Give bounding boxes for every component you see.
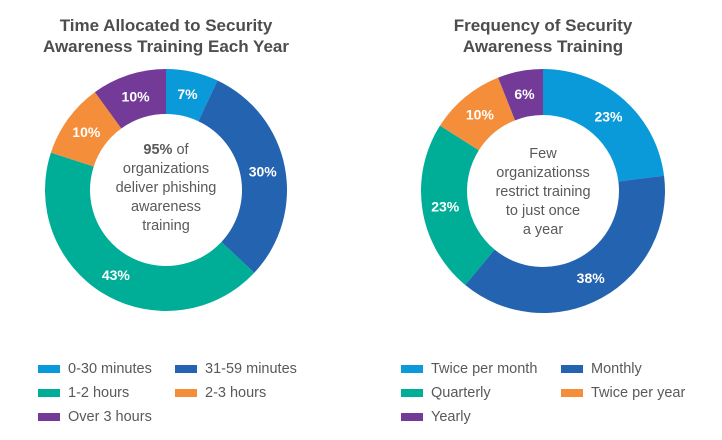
donut-slice bbox=[94, 69, 166, 129]
donut-slice bbox=[543, 69, 665, 182]
center-line: a year bbox=[522, 222, 564, 238]
legend-label: 1-2 hours bbox=[68, 385, 130, 401]
legend-swatch bbox=[401, 389, 423, 397]
chart1-title: Time Allocated to Security Awareness Tra… bbox=[16, 15, 316, 57]
donut-slice bbox=[421, 125, 495, 286]
center-line: organizations bbox=[122, 161, 210, 177]
slice-label: 43% bbox=[102, 267, 131, 283]
slice-label: 6% bbox=[514, 86, 535, 102]
chart2-title: Frequency of Security Awareness Training bbox=[393, 15, 693, 57]
center-line: of bbox=[172, 142, 189, 158]
legend-item: Over 3 hours bbox=[38, 409, 152, 425]
slice-label: 10% bbox=[466, 107, 495, 123]
slice-label: 38% bbox=[577, 270, 606, 286]
donut-slice bbox=[198, 80, 287, 273]
center-line: deliver phishing bbox=[115, 180, 217, 196]
donut-slice bbox=[166, 69, 218, 122]
donut-slice bbox=[465, 175, 665, 314]
chart1-title-line: Time Allocated to Security bbox=[59, 16, 273, 35]
legend-item: Twice per month bbox=[401, 361, 537, 377]
legend-swatch bbox=[38, 413, 60, 421]
donut-slice bbox=[50, 92, 122, 167]
slice-label: 10% bbox=[72, 124, 101, 140]
legend-swatch bbox=[401, 413, 423, 421]
donut-slice bbox=[439, 77, 516, 151]
legend-label: Quarterly bbox=[431, 385, 491, 401]
legend-item: Twice per year bbox=[561, 385, 685, 401]
slice-label: 23% bbox=[431, 198, 460, 214]
center-line: Few bbox=[529, 146, 557, 162]
legend-item: 2-3 hours bbox=[175, 385, 266, 401]
center-line: awareness bbox=[130, 199, 202, 215]
legend-item: Monthly bbox=[561, 361, 642, 377]
legend-label: 0-30 minutes bbox=[68, 361, 152, 377]
slice-label: 7% bbox=[177, 86, 198, 102]
slice-label: 23% bbox=[594, 109, 623, 125]
legend-label: Twice per year bbox=[591, 385, 686, 401]
donut-slice bbox=[498, 69, 543, 121]
legend-item: Yearly bbox=[401, 409, 471, 425]
center-line: restrict training bbox=[495, 184, 591, 200]
chart1-title-line: Awareness Training Each Year bbox=[42, 37, 289, 56]
legend-label: Twice per month bbox=[431, 361, 538, 377]
legend-label: Yearly bbox=[431, 409, 471, 425]
center-bold: 95% bbox=[143, 142, 173, 158]
legend-swatch bbox=[38, 389, 60, 397]
center-line: organizationss bbox=[496, 165, 590, 181]
chart2-center-text: Few organizationss restrict training to … bbox=[463, 145, 623, 240]
legend-swatch bbox=[175, 389, 197, 397]
legend-label: 31-59 minutes bbox=[205, 361, 297, 377]
legend-swatch bbox=[401, 365, 423, 373]
legend-item: Quarterly bbox=[401, 385, 491, 401]
legend-label: 2-3 hours bbox=[205, 385, 267, 401]
legend-swatch bbox=[561, 365, 583, 373]
legend-item: 31-59 minutes bbox=[175, 361, 297, 377]
chart2-title-line: Awareness Training bbox=[462, 37, 624, 56]
legend-item: 1-2 hours bbox=[38, 385, 129, 401]
legend-swatch bbox=[38, 365, 60, 373]
legend-label: Over 3 hours bbox=[68, 409, 152, 425]
center-line: training bbox=[142, 218, 190, 234]
slice-label: 10% bbox=[122, 88, 151, 104]
chart2-title-line: Frequency of Security bbox=[453, 16, 633, 35]
legend-swatch bbox=[561, 389, 583, 397]
slice-label: 30% bbox=[249, 164, 278, 180]
legend-item: 0-30 minutes bbox=[38, 361, 152, 377]
legend-swatch bbox=[175, 365, 197, 373]
legend-label: Monthly bbox=[591, 361, 642, 377]
center-line: to just once bbox=[505, 203, 581, 219]
chart1-center-text: 95% of organizations deliver phishing aw… bbox=[86, 141, 246, 236]
donut-slice bbox=[45, 152, 255, 311]
